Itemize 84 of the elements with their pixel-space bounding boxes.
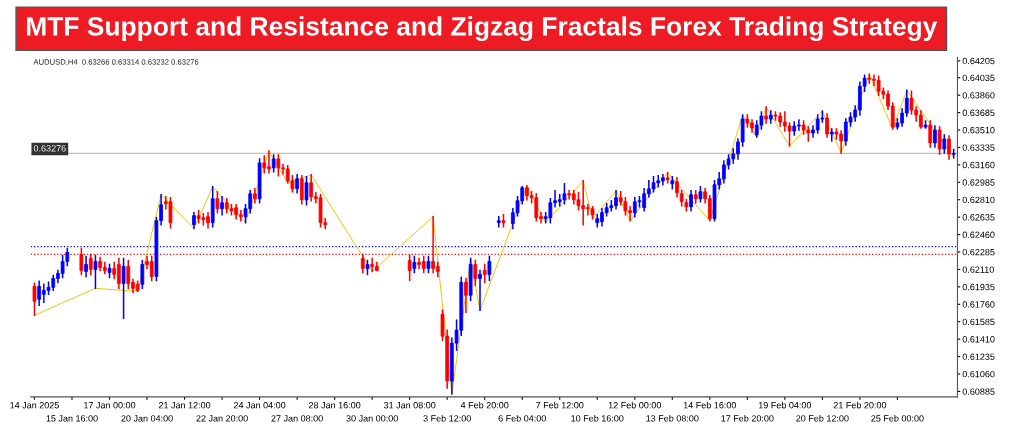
candlestick: [37, 280, 42, 307]
candlestick: [478, 269, 482, 312]
y-tick-label: 0.62285: [962, 248, 995, 256]
candlestick: [32, 282, 37, 317]
candlestick: [149, 255, 154, 282]
candlestick: [407, 254, 412, 282]
candlestick: [102, 261, 107, 275]
candlestick: [947, 135, 951, 160]
y-tick-label: 0.63685: [962, 109, 995, 116]
candlestick: [764, 106, 768, 124]
x-tick-label: 12 Feb 00:00: [608, 401, 662, 409]
ref-line-label: 0.63276: [33, 145, 66, 152]
y-tick-label: 0.64205: [962, 57, 995, 65]
candlestick: [370, 257, 375, 273]
x-tick-label: 25 Feb 00:00: [871, 414, 924, 422]
y-tick-label: 0.61585: [962, 318, 995, 326]
y-tick-label: 0.62460: [962, 231, 995, 238]
y-tick-label: 0.63510: [962, 126, 995, 134]
candlestick: [168, 196, 173, 229]
x-tick-label: 10 Feb 16:00: [571, 414, 624, 422]
candlestick: [121, 257, 126, 319]
candlestick: [933, 125, 937, 148]
candlestick: [238, 209, 243, 222]
candlestick: [140, 259, 145, 290]
candlestick: [299, 175, 304, 205]
x-tick-label: 19 Feb 04:00: [758, 401, 812, 409]
x-tick-label: 3 Feb 12:00: [423, 414, 471, 422]
y-tick-label: 0.61235: [962, 353, 995, 360]
candlestick: [675, 177, 679, 198]
y-tick-label: 0.61935: [962, 283, 995, 291]
candlestick: [304, 176, 309, 206]
x-tick-label: 7 Feb 12:00: [536, 401, 584, 409]
candlestick: [829, 128, 834, 142]
candlestick: [126, 259, 131, 290]
y-tick-label: 0.64035: [962, 74, 995, 82]
x-tick-label: 28 Jan 16:00: [308, 402, 361, 409]
candlestick: [689, 190, 693, 212]
candlestick: [84, 255, 88, 278]
y-tick-label: 0.63335: [962, 144, 995, 151]
x-tick-label: 15 Jan 16:00: [46, 415, 98, 422]
candlestick: [707, 194, 712, 222]
x-tick-label: 17 Jan 00:00: [84, 402, 136, 409]
candlestick: [210, 186, 215, 228]
y-tick-label: 0.63160: [962, 161, 995, 169]
candlestick: [928, 120, 933, 148]
y-tick-label: 0.62110: [962, 266, 994, 273]
x-tick-label: 30 Jan 00:00: [346, 415, 398, 422]
x-tick-label: 21 Feb 20:00: [833, 401, 887, 409]
y-tick-label: 0.60885: [962, 388, 995, 395]
y-tick-label: 0.61410: [962, 336, 995, 343]
candlestick: [487, 255, 492, 282]
x-tick-label: 22 Jan 20:00: [196, 415, 248, 422]
x-tick-label: 21 Jan 12:00: [158, 402, 211, 409]
x-tick-label: 6 Feb 04:00: [498, 414, 546, 422]
candlestick: [215, 190, 220, 214]
x-tick-label: 13 Feb 08:00: [646, 414, 699, 422]
y-tick-label: 0.62635: [962, 214, 995, 221]
x-tick-label: 14 Feb 16:00: [683, 401, 737, 409]
y-tick-label: 0.62810: [962, 196, 995, 204]
x-tick-label: 20 Jan 04:00: [121, 415, 173, 422]
x-tick-label: 31 Jan 08:00: [383, 402, 436, 409]
y-tick-label: 0.62985: [962, 179, 995, 186]
x-tick-label: 17 Feb 20:00: [721, 414, 774, 422]
candlestick: [876, 75, 881, 96]
x-tick-label: 27 Jan 08:00: [271, 415, 323, 422]
candlestick: [496, 215, 501, 228]
chart-title: MTF Support and Resistance and Zigzag Fractals Forex Trading Strategy: [27, 16, 938, 42]
y-tick-label: 0.61760: [962, 301, 995, 308]
candlestick: [825, 113, 829, 138]
candlestick: [60, 254, 65, 279]
candlestick: [548, 197, 553, 224]
x-tick-label: 14 Jan 2025: [10, 402, 59, 409]
candlestick: [464, 277, 468, 314]
y-tick-label: 0.63860: [962, 92, 995, 99]
candlestick: [473, 259, 478, 287]
candlestick: [562, 183, 567, 205]
x-tick-label: 24 Jan 04:00: [233, 402, 286, 409]
x-tick-label: 4 Feb 20:00: [460, 401, 509, 409]
x-tick-label: 20 Feb 12:00: [796, 414, 849, 422]
candlestick: [93, 254, 98, 290]
y-tick-label: 0.61060: [962, 370, 995, 378]
candlestick: [937, 126, 942, 155]
candlestick: [309, 174, 314, 202]
candlestick: [276, 154, 281, 177]
